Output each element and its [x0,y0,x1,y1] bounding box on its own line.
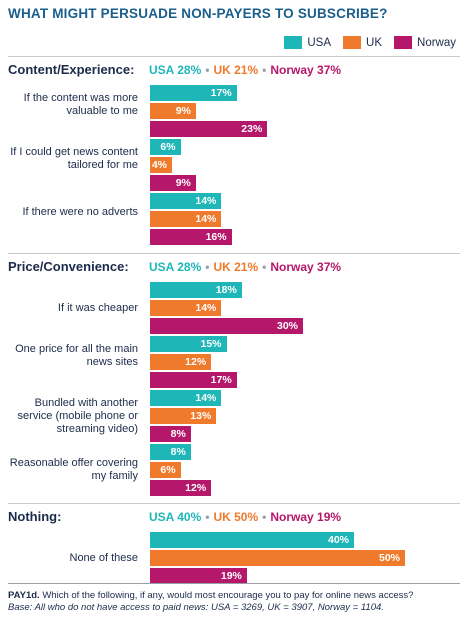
footnote-question: Which of the following, if any, would mo… [42,590,414,601]
bar-norway: 19% [150,568,247,584]
bar-usa: 17% [150,85,237,101]
bar-value-label: 23% [241,123,263,135]
bar-value-label: 18% [215,284,237,296]
bar-usa: 14% [150,193,222,209]
bar-norway: 23% [150,121,268,137]
bar-norway: 16% [150,229,232,245]
bar-usa: 14% [150,390,222,406]
legend-label-uk: UK [366,36,383,49]
group-summary: USA 28% • UK 21% • Norway 37% [149,63,341,77]
bar-uk: 6% [150,462,181,478]
group-header: Nothing: USA 40% • UK 50% • Norway 19% [8,509,341,524]
bar-value-label: 15% [200,338,222,350]
bar-uk: 50% [150,550,405,566]
summary-norway: Norway 19% [270,510,342,524]
bar-usa: 18% [150,282,242,298]
group-divider [8,503,460,504]
bar-value-label: 19% [220,570,242,582]
legend-swatch-uk [343,36,362,49]
bar-uk: 14% [150,300,222,316]
legend: USA UK Norway [284,36,456,49]
bar-norway: 17% [150,372,237,388]
bar-value-label: 40% [327,534,349,546]
summary-usa: USA 40% [149,510,202,524]
bar-value-label: 9% [175,105,191,117]
bar-uk: 4% [150,157,172,173]
footnote-question-code: PAY1d. [8,590,40,601]
group-summary: USA 40% • UK 50% • Norway 19% [149,510,341,524]
legend-item-norway: Norway [394,36,456,49]
category-label: If it was cheaper [57,301,138,314]
bar-value-label: 14% [195,213,217,225]
chart-title: WHAT MIGHT PERSUADE NON-PAYERS TO SUBSCR… [8,6,388,21]
bar-value-label: 6% [160,141,176,153]
legend-swatch-usa [284,36,303,49]
bar-value-label: 8% [170,446,186,458]
summary-separator: • [262,260,267,274]
summary-usa: USA 28% [149,260,202,274]
bar-value-label: 14% [195,195,217,207]
bar-value-label: 13% [190,410,212,422]
group-title: Nothing: [8,509,62,524]
bar-value-label: 17% [210,374,232,386]
summary-norway: Norway 37% [270,63,342,77]
group-divider [8,56,460,57]
group-header: Price/Convenience: USA 28% • UK 21% • Norway … [8,259,341,274]
bar-usa: 15% [150,336,227,352]
bar-uk: 9% [150,103,196,119]
summary-norway: Norway 37% [270,260,342,274]
category-label: If there were no adverts [22,206,138,218]
bar-norway: 30% [150,318,303,334]
summary-usa: USA 28% [149,63,202,77]
footnote-base: Base: All who do not have access to paid… [8,602,384,613]
bar-uk: 12% [150,354,212,370]
footnote: PAY1d. Which of the following, if any, w… [8,590,460,614]
group-summary: USA 28% • UK 21% • Norway 37% [149,260,341,274]
bar-norway: 9% [150,175,196,191]
group-divider [8,253,460,254]
group-header: Content/Experience: USA 28% • UK 21% • Norway… [8,62,341,77]
category-label: None of these [69,551,139,564]
footnote-divider [8,583,460,584]
legend-label-norway: Norway [417,36,456,49]
legend-item-uk: UK [343,36,382,49]
legend-swatch-norway [394,36,413,49]
category-label: If I could get news content tailored for… [10,145,138,171]
group-title: Content/Experience: [8,62,135,77]
bar-value-label: 17% [210,87,232,99]
summary-uk: UK 21% [213,63,259,77]
bar-value-label: 50% [378,552,400,564]
summary-separator: • [205,63,210,77]
summary-separator: • [205,260,210,274]
bar-value-label: 9% [175,177,191,189]
group-title: Price/Convenience: [8,259,129,274]
category-label: Bundled with another service (mobile pho… [17,396,138,435]
bar-value-label: 12% [185,482,207,494]
summary-separator: • [262,510,267,524]
bar-value-label: 14% [195,392,217,404]
category-label: If the content was more valuable to me [23,91,138,117]
bar-usa: 6% [150,139,181,155]
bar-norway: 12% [150,480,212,496]
bar-value-label: 4% [151,159,167,171]
bar-value-label: 12% [185,356,207,368]
summary-separator: • [205,510,210,524]
legend-label-usa: USA [307,36,332,49]
summary-separator: • [262,63,267,77]
bar-uk: 14% [150,211,222,227]
bar-usa: 8% [150,444,191,460]
legend-item-usa: USA [284,36,331,49]
bar-uk: 13% [150,408,217,424]
summary-uk: UK 50% [213,510,259,524]
category-label: One price for all the main news sites [15,342,138,368]
bar-value-label: 14% [195,302,217,314]
bar-norway: 8% [150,426,191,442]
bar-value-label: 30% [276,320,298,332]
bar-value-label: 16% [205,231,227,243]
bar-usa: 40% [150,532,354,548]
category-label: Reasonable offer covering my family [9,457,138,482]
summary-uk: UK 21% [213,260,259,274]
bar-value-label: 6% [160,464,176,476]
bar-value-label: 8% [170,428,186,440]
